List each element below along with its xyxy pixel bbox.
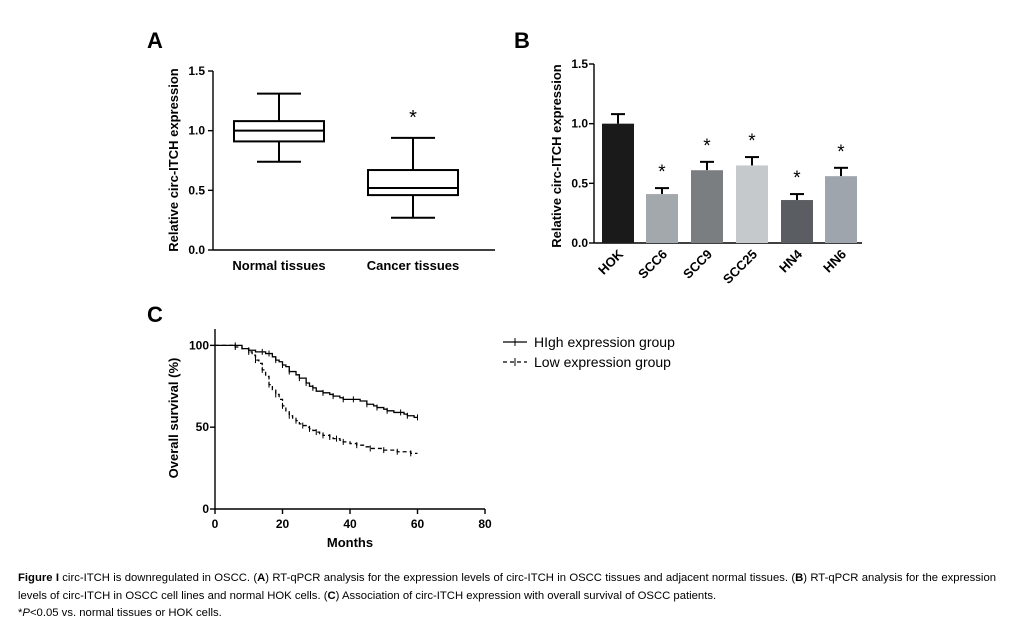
caption-note-star: *: [18, 607, 23, 619]
x-tick-label: 60: [411, 517, 425, 531]
caption-note-p: P: [22, 607, 30, 619]
significance-mark: *: [703, 136, 711, 157]
y-tick-label: 1.0: [188, 124, 205, 138]
y-tick-label: 0.0: [188, 243, 205, 257]
y-tick-label: 0.5: [571, 176, 588, 190]
y-tick-label: 1.0: [571, 117, 588, 131]
panel-a: A 0.0 0.5 1.0 1.5 Relative circ-ITCH expressi…: [147, 28, 495, 273]
y-tick-label: 100: [189, 338, 209, 352]
caption-c-label: C: [327, 589, 336, 602]
x-tick-label: 0: [212, 517, 219, 531]
x-tick-label: 80: [478, 517, 492, 531]
caption-c-text: ) Association of circ-ITCH expression wi…: [335, 589, 717, 602]
y-axis-label: Relative circ-ITCH expression: [549, 64, 564, 248]
y-tick-label: 50: [196, 420, 210, 434]
significance-mark: *: [748, 131, 756, 152]
y-tick-label: 1.5: [188, 64, 205, 78]
legend-label: HIgh expression group: [534, 334, 675, 350]
x-category-label: SCC9: [680, 247, 715, 282]
panel-letter: B: [514, 28, 530, 53]
y-axis-label: Relative circ-ITCH expression: [166, 68, 181, 252]
caption-b-text: ) RT-qPCR analysis for the expression le…: [18, 572, 997, 602]
caption-a-label: A: [257, 572, 266, 584]
significance-mark: *: [793, 168, 801, 189]
significance-mark: *: [409, 107, 417, 129]
box-iqr: [367, 169, 459, 197]
y-tick-label: 0: [202, 502, 209, 516]
significance-mark: *: [837, 142, 845, 163]
bar: [825, 176, 857, 243]
bar: [691, 170, 723, 243]
x-category-label: SCC6: [635, 247, 670, 282]
caption-figure-label: Figure I: [18, 572, 59, 584]
significance-mark: *: [658, 162, 666, 183]
panel-letter: A: [147, 28, 163, 53]
x-tick-label: 40: [343, 517, 357, 531]
caption-lead: circ-ITCH is downregulated in OSCC. (: [62, 572, 258, 584]
y-axis-label: Overall survival (%): [166, 358, 181, 479]
y-tick-label: 0.0: [571, 236, 588, 250]
caption-b-label: B: [795, 572, 804, 584]
bar: [736, 165, 768, 243]
caption-a-text: ) RT-qPCR analysis for the expression le…: [265, 572, 796, 584]
panel-c: C 0 50 100 0 20 40 60 80 Overall survival (%) Mont…: [147, 302, 675, 550]
legend-label: Low expression group: [534, 354, 671, 370]
panel-letter: C: [147, 302, 163, 327]
caption-note-rest: <0.05 vs. normal tissues or HOK cells.: [29, 607, 222, 619]
bar: [646, 194, 678, 243]
x-category-label: Cancer tissues: [367, 258, 460, 273]
x-category-label: Normal tissues: [232, 258, 325, 273]
y-tick-label: 1.5: [571, 57, 588, 71]
x-tick-label: 20: [276, 517, 290, 531]
survival-curve: [215, 344, 418, 455]
figure-caption: Figure I circ-ITCH is downregulated in O…: [18, 570, 996, 623]
x-axis-label: Months: [327, 535, 373, 550]
x-category-label: HN6: [820, 247, 849, 276]
bar: [602, 123, 634, 243]
x-category-label: HOK: [595, 246, 626, 277]
y-tick-label: 0.5: [188, 183, 205, 197]
survival-curve: [215, 344, 418, 419]
x-category-label: SCC25: [720, 247, 760, 287]
x-category-label: HN4: [776, 246, 806, 276]
bar: [781, 200, 813, 243]
panel-b: B 0.0 0.5 1.0 1.5 Relative circ-ITCH expressi…: [514, 28, 862, 287]
